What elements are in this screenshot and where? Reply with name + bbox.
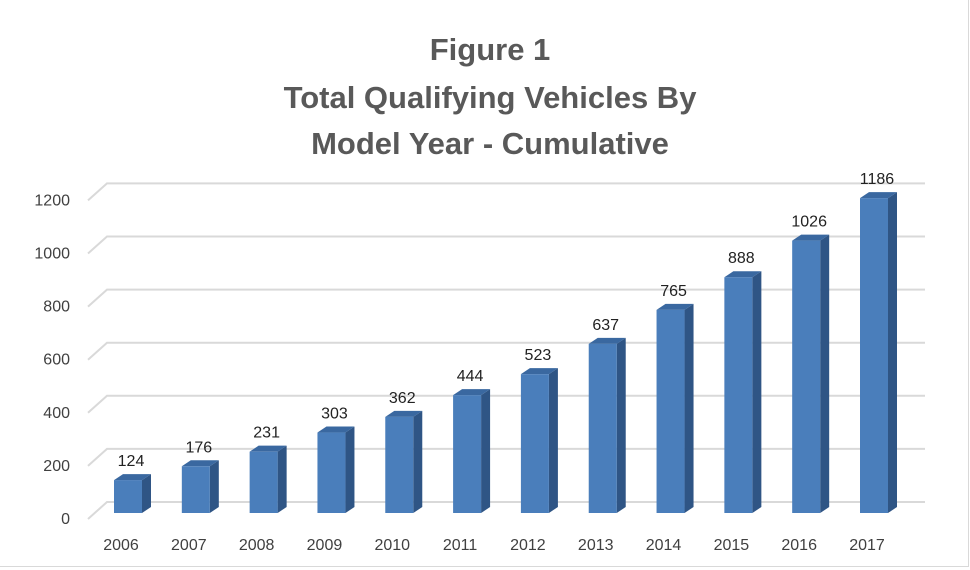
y-tick-label: 600 bbox=[43, 352, 70, 369]
x-tick-label: 2011 bbox=[443, 537, 478, 554]
bar bbox=[724, 277, 753, 513]
y-tick-label: 800 bbox=[43, 299, 70, 316]
bar bbox=[114, 480, 142, 513]
bar bbox=[588, 343, 617, 513]
data-label: 1026 bbox=[791, 214, 827, 231]
bar-top bbox=[453, 389, 491, 396]
bar-side bbox=[345, 426, 355, 513]
bar bbox=[181, 466, 210, 513]
gridline bbox=[87, 235, 925, 255]
bar-side bbox=[209, 460, 219, 513]
bar-side bbox=[277, 445, 287, 513]
chart-title-line-2: Total Qualifying Vehicles By bbox=[283, 80, 697, 115]
gridline bbox=[87, 182, 925, 202]
bar-side bbox=[752, 271, 762, 513]
bar bbox=[385, 416, 414, 513]
bar bbox=[656, 309, 685, 513]
bar-side bbox=[548, 368, 558, 513]
y-tick-label: 1200 bbox=[34, 192, 70, 209]
bar-side bbox=[820, 234, 830, 514]
y-tick-label: 0 bbox=[61, 511, 70, 528]
bar-top bbox=[656, 303, 694, 310]
x-tick-label: 2007 bbox=[171, 537, 207, 554]
gridline bbox=[87, 341, 925, 361]
bar-side bbox=[481, 389, 491, 513]
y-tick-label: 400 bbox=[43, 405, 70, 422]
bar-side bbox=[888, 192, 897, 513]
gridline bbox=[87, 501, 925, 520]
x-tick-label: 2014 bbox=[646, 537, 682, 554]
chart-title-line-1: Figure 1 bbox=[429, 32, 551, 67]
x-tick-label: 2016 bbox=[781, 537, 817, 554]
bar bbox=[792, 240, 821, 514]
data-label: 124 bbox=[118, 453, 145, 470]
data-label: 444 bbox=[457, 368, 484, 385]
bar-top bbox=[249, 445, 287, 452]
bar-top bbox=[317, 426, 355, 433]
bar-side bbox=[142, 474, 151, 513]
x-tick-label: 2015 bbox=[714, 537, 750, 554]
gridline bbox=[87, 447, 925, 467]
bar-side bbox=[413, 410, 423, 513]
x-tick-label: 2012 bbox=[510, 537, 546, 554]
data-label: 176 bbox=[185, 439, 212, 456]
data-label: 523 bbox=[525, 347, 552, 364]
y-tick-label: 200 bbox=[43, 458, 70, 475]
data-label: 303 bbox=[321, 406, 348, 423]
bar-top bbox=[520, 368, 558, 375]
x-tick-label: 2013 bbox=[578, 537, 614, 554]
gridline bbox=[87, 394, 925, 414]
data-label: 231 bbox=[253, 425, 280, 442]
bar bbox=[453, 395, 482, 513]
x-tick-label: 2009 bbox=[307, 537, 343, 554]
bar-top bbox=[114, 474, 151, 481]
bar bbox=[317, 432, 346, 513]
data-label: 765 bbox=[660, 283, 687, 300]
bar-top bbox=[385, 410, 423, 417]
gridline bbox=[87, 288, 925, 308]
bar bbox=[860, 198, 888, 513]
chart-title-line-3: Model Year - Cumulative bbox=[311, 126, 669, 161]
x-tick-label: 2017 bbox=[849, 537, 885, 554]
bar bbox=[520, 374, 549, 513]
data-label: 362 bbox=[389, 390, 416, 407]
bar-top bbox=[792, 234, 830, 241]
bar-top bbox=[588, 337, 626, 344]
bar-side bbox=[616, 337, 626, 513]
data-label: 888 bbox=[728, 250, 755, 267]
data-label: 637 bbox=[592, 317, 619, 334]
x-tick-label: 2006 bbox=[103, 537, 139, 554]
bar-top bbox=[860, 192, 897, 199]
x-tick-label: 2010 bbox=[374, 537, 410, 554]
x-tick-label: 2008 bbox=[239, 537, 275, 554]
bar-top bbox=[181, 460, 219, 467]
bar-side bbox=[684, 303, 694, 513]
bar-top bbox=[724, 271, 762, 278]
y-tick-label: 1000 bbox=[34, 246, 70, 263]
data-label: 1186 bbox=[860, 171, 895, 188]
bar bbox=[249, 451, 278, 513]
